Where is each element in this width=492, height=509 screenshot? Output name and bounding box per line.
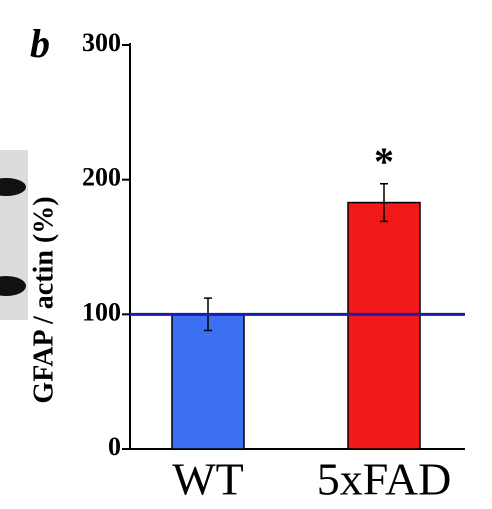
y-tick-label: 300 — [82, 28, 121, 57]
y-tick-label: 0 — [108, 432, 121, 461]
bar — [172, 314, 244, 449]
y-tick-label: 100 — [82, 297, 121, 326]
bar — [348, 203, 420, 449]
chart: b GFAP / actin (%) 0 100 200 300 WT * 5xFAD — [0, 0, 492, 509]
y-tick-label: 200 — [82, 163, 121, 192]
y-axis-label: GFAP / actin (%) — [28, 196, 59, 403]
significance-mark: * — [374, 139, 394, 184]
panel-label: b — [30, 21, 50, 66]
x-tick-label: 5xFAD — [317, 454, 452, 505]
x-tick-label: WT — [172, 454, 244, 505]
